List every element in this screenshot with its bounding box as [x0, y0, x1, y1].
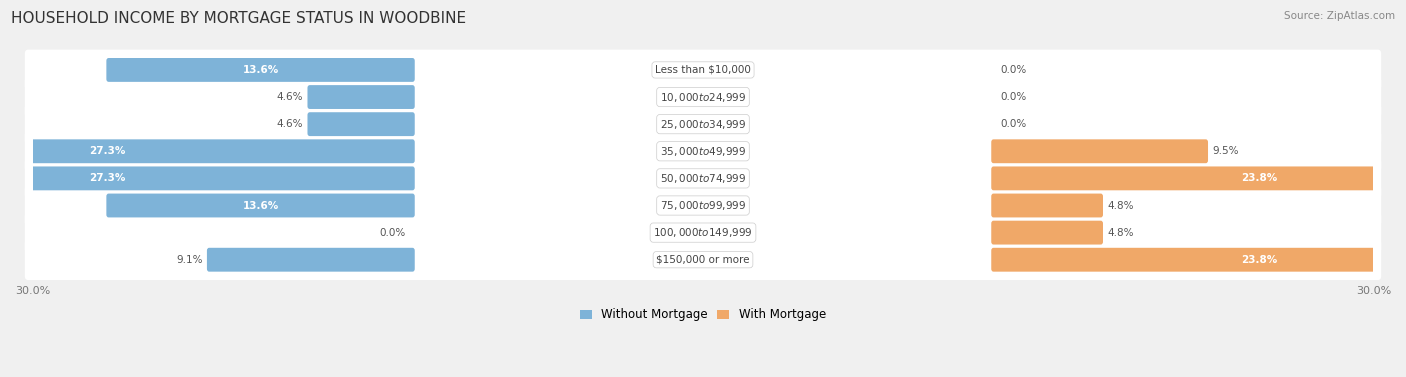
Text: 4.8%: 4.8%: [1108, 228, 1135, 238]
Text: 0.0%: 0.0%: [1000, 92, 1026, 102]
FancyBboxPatch shape: [25, 239, 1381, 280]
FancyBboxPatch shape: [107, 193, 415, 218]
FancyBboxPatch shape: [991, 248, 1406, 272]
FancyBboxPatch shape: [991, 167, 1406, 190]
Text: Source: ZipAtlas.com: Source: ZipAtlas.com: [1284, 11, 1395, 21]
Text: 9.1%: 9.1%: [176, 255, 202, 265]
FancyBboxPatch shape: [107, 58, 415, 82]
FancyBboxPatch shape: [991, 221, 1102, 245]
FancyBboxPatch shape: [308, 112, 415, 136]
FancyBboxPatch shape: [25, 50, 1381, 90]
FancyBboxPatch shape: [25, 131, 1381, 172]
Text: $10,000 to $24,999: $10,000 to $24,999: [659, 90, 747, 104]
Legend: Without Mortgage, With Mortgage: Without Mortgage, With Mortgage: [575, 303, 831, 326]
Text: 13.6%: 13.6%: [242, 65, 278, 75]
Text: 4.8%: 4.8%: [1108, 201, 1135, 210]
Text: HOUSEHOLD INCOME BY MORTGAGE STATUS IN WOODBINE: HOUSEHOLD INCOME BY MORTGAGE STATUS IN W…: [11, 11, 467, 26]
Text: 13.6%: 13.6%: [242, 201, 278, 210]
Text: 4.6%: 4.6%: [277, 92, 304, 102]
Text: 23.8%: 23.8%: [1241, 255, 1278, 265]
Text: $50,000 to $74,999: $50,000 to $74,999: [659, 172, 747, 185]
FancyBboxPatch shape: [25, 104, 1381, 144]
Text: 23.8%: 23.8%: [1241, 173, 1278, 183]
FancyBboxPatch shape: [25, 185, 1381, 226]
Text: 27.3%: 27.3%: [90, 173, 125, 183]
FancyBboxPatch shape: [25, 212, 1381, 253]
FancyBboxPatch shape: [25, 77, 1381, 117]
Text: $35,000 to $49,999: $35,000 to $49,999: [659, 145, 747, 158]
FancyBboxPatch shape: [207, 248, 415, 272]
Text: 4.6%: 4.6%: [277, 119, 304, 129]
Text: 27.3%: 27.3%: [90, 146, 125, 156]
Text: $25,000 to $34,999: $25,000 to $34,999: [659, 118, 747, 131]
FancyBboxPatch shape: [25, 158, 1381, 199]
Text: Less than $10,000: Less than $10,000: [655, 65, 751, 75]
FancyBboxPatch shape: [0, 139, 415, 163]
Text: 0.0%: 0.0%: [1000, 119, 1026, 129]
Text: $75,000 to $99,999: $75,000 to $99,999: [659, 199, 747, 212]
FancyBboxPatch shape: [0, 167, 415, 190]
Text: 0.0%: 0.0%: [380, 228, 406, 238]
Text: 0.0%: 0.0%: [1000, 65, 1026, 75]
FancyBboxPatch shape: [991, 193, 1102, 218]
Text: 9.5%: 9.5%: [1212, 146, 1239, 156]
Text: $100,000 to $149,999: $100,000 to $149,999: [654, 226, 752, 239]
Text: $150,000 or more: $150,000 or more: [657, 255, 749, 265]
FancyBboxPatch shape: [991, 139, 1208, 163]
FancyBboxPatch shape: [308, 85, 415, 109]
